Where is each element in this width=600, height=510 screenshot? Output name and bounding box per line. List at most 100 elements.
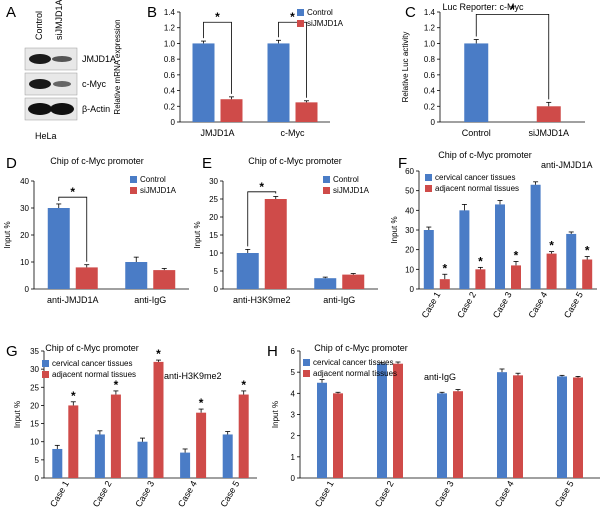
- legend-swatch: [42, 360, 49, 367]
- bar-b-s0-c0: [192, 43, 215, 122]
- bar-f-s0-c4: [566, 233, 577, 289]
- x-category-label: Case 5: [562, 290, 585, 320]
- legend-swatch: [323, 187, 330, 194]
- y-tick-label: 1.2: [164, 24, 176, 33]
- y-axis-label: Input %: [3, 221, 12, 248]
- legend-label: adjacent normal tissues: [313, 369, 397, 378]
- legend-swatch: [425, 185, 432, 192]
- panel-label-f: F: [398, 155, 407, 172]
- bar-d-s0-c1: [125, 262, 148, 289]
- bar-g-s1-c2: [153, 361, 164, 478]
- significance-bracket: [203, 21, 232, 94]
- y-tick-label: 0.6: [424, 71, 436, 80]
- y-tick-label: 15: [30, 420, 39, 429]
- band-label-cmyc: c-Myc: [82, 79, 106, 89]
- y-tick-label: 30: [405, 226, 414, 235]
- bar-b-s1-c0: [220, 99, 243, 122]
- bar-e-s1-c1: [342, 274, 365, 289]
- y-tick-label: 4: [291, 389, 296, 398]
- band-jmjd1a-si: [52, 56, 72, 62]
- chart-title: Chip of c-Myc promoter: [248, 156, 342, 166]
- legend-label: Control: [333, 175, 359, 184]
- y-tick-label: 0: [25, 285, 30, 294]
- y-tick-label: 0.4: [424, 87, 436, 96]
- y-tick-label: 0.8: [164, 55, 176, 64]
- legend-label: adjacent normal tissues: [435, 184, 519, 193]
- y-axis-label: Relative Luc activity: [401, 32, 410, 103]
- y-tick-label: 1.4: [424, 8, 436, 17]
- x-category-label: Case 5: [219, 479, 242, 509]
- x-category-label: Case 4: [176, 479, 199, 509]
- x-category-label: Case 4: [526, 290, 549, 320]
- significance-bracket: [278, 21, 307, 98]
- significance-bracket: [58, 196, 88, 262]
- significance-star: *: [478, 254, 483, 268]
- cell-line-label: HeLa: [35, 131, 57, 141]
- significance-star: *: [585, 244, 590, 258]
- bar-c-c0: [464, 43, 489, 122]
- bar-g-s0-c3: [180, 452, 191, 478]
- significance-star: *: [156, 347, 161, 361]
- significance-star: *: [442, 261, 447, 275]
- y-tick-label: 0: [410, 285, 415, 294]
- x-category-label: Case 1: [313, 479, 336, 509]
- antibody-annotation: anti-JMJD1A: [541, 160, 593, 170]
- bar-h-s0-c3: [497, 372, 507, 478]
- chart-title: Chip of c-Myc promoter: [50, 156, 144, 166]
- y-tick-label: 25: [30, 383, 39, 392]
- y-tick-label: 1.0: [424, 39, 436, 48]
- legend-label: cervical cancer tissues: [435, 173, 515, 182]
- band-cmyc-control: [29, 79, 51, 89]
- bar-h-s1-c0: [333, 393, 343, 478]
- y-axis-label: Input %: [13, 401, 22, 428]
- legend-swatch: [303, 359, 310, 366]
- bar-g-s0-c1: [94, 434, 105, 478]
- bar-h-s0-c2: [437, 393, 447, 478]
- x-category-label: anti-IgG: [134, 295, 166, 305]
- significance-star: *: [215, 10, 220, 24]
- bar-c-c1: [536, 106, 561, 122]
- y-tick-label: 30: [209, 177, 218, 186]
- bar-g-s0-c4: [222, 434, 233, 478]
- y-tick-label: 35: [30, 347, 39, 356]
- y-tick-label: 20: [30, 401, 39, 410]
- x-category-label: Case 3: [133, 479, 156, 509]
- panel-label-h: H: [267, 343, 278, 360]
- band-label-jmjd1a: JMJD1A: [82, 54, 116, 64]
- bar-d-s1-c0: [75, 267, 98, 289]
- lane-label-sijmjd1a: siJMJD1A: [54, 0, 64, 40]
- bar-h-s1-c3: [513, 375, 523, 478]
- significance-star: *: [514, 248, 519, 262]
- y-tick-label: 50: [405, 187, 414, 196]
- bar-e-s0-c1: [314, 278, 337, 289]
- y-tick-label: 5: [214, 267, 219, 276]
- y-tick-label: 0: [35, 474, 40, 483]
- y-tick-label: 1: [291, 453, 296, 462]
- bar-g-s0-c0: [52, 448, 63, 478]
- y-tick-label: 2: [291, 432, 296, 441]
- y-tick-label: 1.0: [164, 39, 176, 48]
- bar-g-s1-c0: [68, 405, 79, 478]
- band-cmyc-si: [53, 81, 71, 87]
- legend-swatch: [130, 187, 137, 194]
- bar-d-s0-c0: [47, 208, 70, 289]
- chart-panel-b: B 0 0.2 0.4 0.6 0.8 1.0 1.2 1.4 Relative mRNA exp…: [113, 4, 344, 138]
- y-tick-label: 20: [20, 231, 29, 240]
- x-category-label: Control: [462, 128, 491, 138]
- band-actin-control: [28, 103, 52, 115]
- x-category-label: Case 3: [491, 290, 514, 320]
- antibody-annotation: anti-H3K9me2: [164, 371, 222, 381]
- significance-star: *: [241, 378, 246, 392]
- x-category-label: Case 2: [91, 479, 114, 509]
- x-category-label: JMJD1A: [200, 128, 234, 138]
- chart-panel-h: H Chip of c-Myc promoter 0 1 2 3 4 5 6 Input % Cas…: [267, 343, 600, 509]
- legend-label: cervical cancer tissues: [313, 358, 393, 367]
- y-tick-label: 30: [30, 365, 39, 374]
- legend-swatch: [42, 371, 49, 378]
- bar-e-s1-c0: [264, 199, 287, 289]
- legend-swatch: [303, 370, 310, 377]
- y-tick-label: 0.6: [164, 71, 176, 80]
- y-tick-label: 0: [171, 118, 176, 127]
- y-tick-label: 10: [405, 265, 414, 274]
